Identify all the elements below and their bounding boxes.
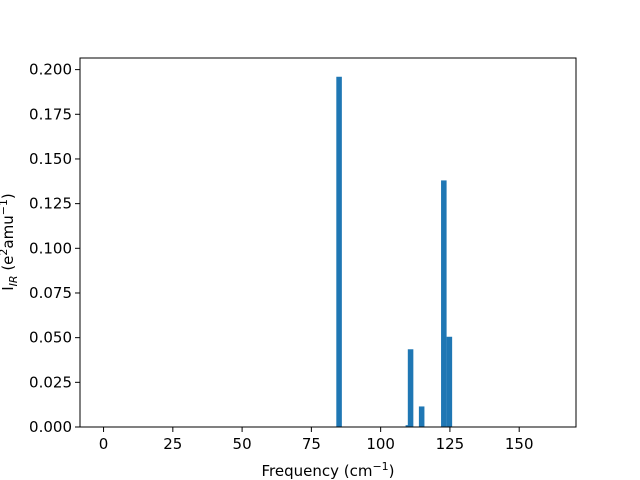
y-axis-ticks: 0.000 0.025 0.050 0.075 0.100 0.125 0.150 0.175… <box>29 61 80 436</box>
y-tick-label: 0.075 <box>29 284 72 302</box>
x-tick-label: 50 <box>233 435 252 453</box>
y-tick-label: 0.175 <box>29 105 72 123</box>
x-tick-label: 125 <box>436 435 465 453</box>
y-tick-label: 0.150 <box>29 150 72 168</box>
y-axis-label: IIR (e2amu−1) <box>0 193 20 291</box>
x-tick-label: 100 <box>366 435 395 453</box>
y-tick-label: 0.000 <box>29 418 72 436</box>
y-tick-label: 0.025 <box>29 373 72 391</box>
y-tick-label: 0.050 <box>29 329 72 347</box>
bar <box>418 406 425 427</box>
plot-background <box>80 58 576 427</box>
plot-frame <box>79 57 577 428</box>
y-tick-label: 0.125 <box>29 195 72 213</box>
bar <box>441 180 447 427</box>
x-axis-label: Frequency (cm−1) <box>261 460 394 480</box>
bar <box>407 349 414 427</box>
x-axis-ticks: 0 25 50 75 100 125 150 <box>99 427 534 453</box>
x-tick-label: 75 <box>302 435 321 453</box>
bar <box>446 336 453 427</box>
x-tick-label: 0 <box>99 435 109 453</box>
y-tick-label: 0.200 <box>29 61 72 79</box>
y-tick-label: 0.100 <box>29 239 72 257</box>
x-tick-label: 25 <box>163 435 182 453</box>
x-tick-label: 150 <box>505 435 534 453</box>
bar-series <box>336 76 453 428</box>
bar <box>336 76 342 428</box>
